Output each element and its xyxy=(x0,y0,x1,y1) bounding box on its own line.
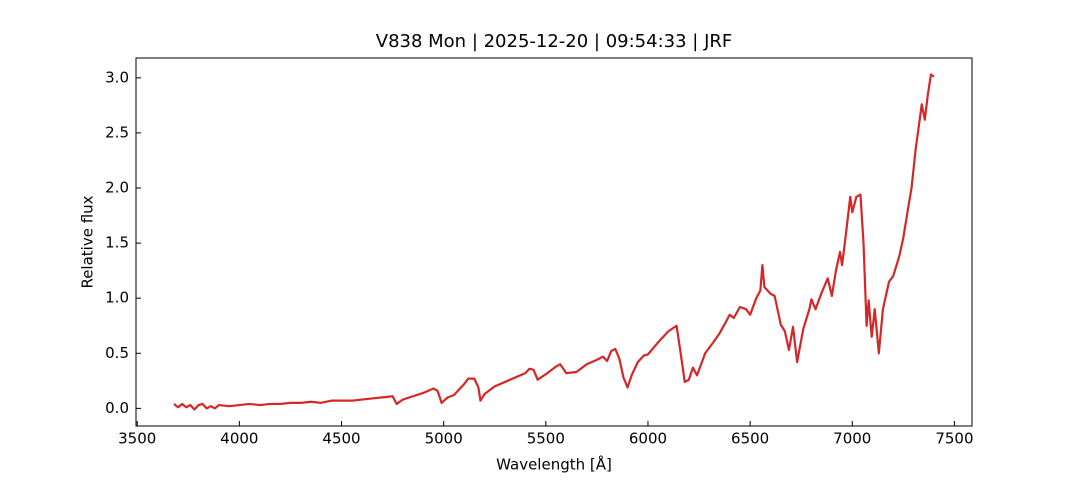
x-tick-label: 6000 xyxy=(629,430,667,448)
y-tick-label: 1.5 xyxy=(105,234,129,252)
x-tick-label: 7500 xyxy=(935,430,973,448)
x-tick-label: 5500 xyxy=(527,430,565,448)
x-tick-label: 4500 xyxy=(322,430,360,448)
x-tick-label: 3500 xyxy=(118,430,156,448)
spectrum-line xyxy=(173,73,935,411)
y-tick-label: 3.0 xyxy=(105,68,129,86)
y-axis-label: Relative flux xyxy=(79,195,97,288)
y-tick-label: 1.0 xyxy=(105,289,129,307)
x-tick-label: 4000 xyxy=(220,430,258,448)
plot-frame xyxy=(135,57,973,427)
y-tick-label: 2.0 xyxy=(105,179,129,197)
x-axis-label: Wavelength [Å] xyxy=(496,455,612,474)
x-tick-label: 5000 xyxy=(425,430,463,448)
x-tick-label: 7000 xyxy=(833,430,871,448)
y-tick-label: 2.5 xyxy=(105,123,129,141)
y-tick-label: 0.0 xyxy=(105,399,129,417)
y-tick-label: 0.5 xyxy=(105,344,129,362)
x-tick-label: 6500 xyxy=(731,430,769,448)
chart-title: V838 Mon | 2025-12-20 | 09:54:33 | JRF xyxy=(376,31,732,52)
